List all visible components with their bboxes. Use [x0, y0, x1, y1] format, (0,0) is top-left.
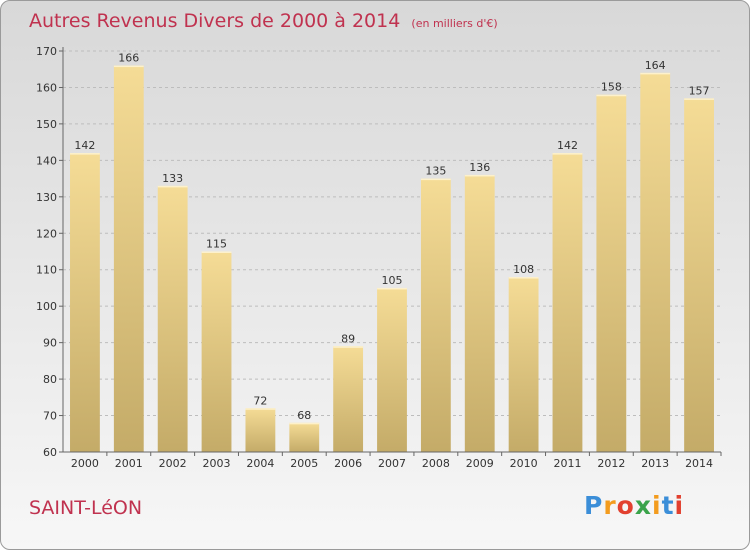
- axis-layer: 60 70 80 90 100 110 120 130 140 150 160 170 2000 2001…: [36, 45, 722, 470]
- y-tick-label: 60: [43, 446, 57, 459]
- y-tick-label: 110: [36, 264, 57, 277]
- y-tick-label: 70: [43, 410, 57, 423]
- bar: [289, 422, 320, 452]
- logo-letter: x: [634, 491, 652, 520]
- chart-title-unit: (en milliers d'€): [411, 17, 498, 30]
- bars-layer: 142 166 133 115 72 68 89 105 135 136 108 142 158 164 1…: [70, 52, 714, 453]
- y-tick-label: 80: [43, 373, 57, 386]
- bar-top-highlight: [508, 277, 539, 279]
- bar-top-highlight: [377, 287, 407, 290]
- x-tick-label: 2010: [510, 457, 538, 470]
- bar-value-label: 68: [297, 409, 311, 422]
- x-tick-label: 2001: [115, 457, 143, 470]
- x-tick-label: 2013: [641, 457, 669, 470]
- bar-value-label: 136: [469, 161, 490, 174]
- bar-top-highlight: [464, 174, 495, 177]
- bar-value-label: 89: [341, 332, 355, 345]
- y-tick-label: 130: [36, 191, 57, 204]
- y-tick-label: 160: [36, 81, 57, 94]
- x-tick-label: 2005: [290, 457, 318, 470]
- x-tick-label: 2000: [71, 457, 99, 470]
- x-tick-label: 2011: [553, 457, 581, 470]
- proxiti-logo: Proxiti: [584, 491, 684, 520]
- logo-letter: r: [603, 491, 617, 520]
- bar: [508, 277, 539, 452]
- bar-value-label: 72: [253, 394, 267, 407]
- bar: [245, 408, 276, 452]
- bar-value-label: 158: [601, 81, 622, 94]
- bar-top-highlight: [201, 251, 232, 253]
- bar: [420, 178, 451, 452]
- x-tick-label: 2012: [597, 457, 625, 470]
- bar: [157, 185, 188, 452]
- bar: [684, 98, 714, 453]
- x-tick-label: 2008: [422, 457, 450, 470]
- x-tick-label: 2003: [203, 457, 231, 470]
- logo-letter: o: [616, 491, 635, 520]
- chart-title: Autres Revenus Divers de 2000 à 2014: [29, 10, 401, 32]
- bar-top-highlight: [157, 185, 188, 188]
- bar-value-label: 142: [557, 139, 578, 152]
- x-tick-label: 2004: [246, 457, 274, 470]
- bar: [333, 346, 364, 452]
- bar-value-label: 164: [645, 59, 666, 72]
- bar-value-label: 166: [118, 52, 139, 65]
- bar-top-highlight: [113, 65, 144, 68]
- bar-value-label: 157: [689, 84, 710, 97]
- bar: [552, 153, 583, 452]
- bar: [596, 94, 627, 452]
- bar: [113, 65, 144, 452]
- bar-top-highlight: [245, 408, 276, 410]
- bar: [377, 287, 407, 452]
- bar-top-highlight: [640, 72, 671, 75]
- bar: [70, 153, 100, 452]
- bar-top-highlight: [684, 98, 714, 100]
- y-tick-label: 100: [36, 300, 57, 313]
- x-tick-label: 2002: [159, 457, 187, 470]
- logo-letter: i: [674, 491, 685, 520]
- x-tick-label: 2014: [685, 457, 713, 470]
- bar-value-label: 142: [74, 139, 95, 152]
- logo-letter: i: [652, 491, 662, 520]
- bar-top-highlight: [70, 153, 100, 155]
- bar: [640, 72, 671, 452]
- bar-value-label: 105: [382, 274, 403, 287]
- logo-letter: P: [584, 491, 604, 520]
- bar-top-highlight: [333, 346, 364, 348]
- x-tick-label: 2007: [378, 457, 406, 470]
- bar-top-highlight: [420, 178, 451, 181]
- bar-value-label: 133: [162, 172, 183, 185]
- y-tick-label: 120: [36, 227, 57, 240]
- bar-top-highlight: [289, 422, 320, 425]
- x-tick-label: 2009: [466, 457, 494, 470]
- chart-title-row: Autres Revenus Divers de 2000 à 2014 (en…: [29, 10, 498, 32]
- y-tick-label: 140: [36, 154, 57, 167]
- bar-value-label: 135: [425, 165, 446, 178]
- bar-value-label: 115: [206, 238, 227, 251]
- bar-value-label: 108: [513, 263, 534, 276]
- x-tick-label: 2006: [334, 457, 362, 470]
- y-tick-label: 90: [43, 337, 57, 350]
- bar: [201, 251, 232, 452]
- bar-top-highlight: [552, 153, 583, 155]
- y-tick-label: 170: [36, 45, 57, 58]
- y-tick-label: 150: [36, 118, 57, 131]
- city-name: SAINT-LéON: [29, 497, 143, 519]
- bar: [464, 174, 495, 453]
- logo-letter: t: [661, 491, 675, 520]
- bar-top-highlight: [596, 94, 627, 97]
